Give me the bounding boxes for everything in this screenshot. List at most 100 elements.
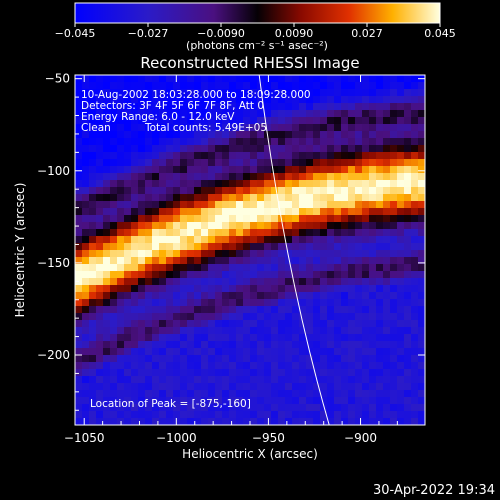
heatmap-cell (250, 376, 258, 384)
heatmap-cell (271, 292, 279, 300)
heatmap-cell (194, 131, 202, 139)
heatmap-cell (194, 89, 202, 97)
heatmap-cell (180, 180, 188, 188)
heatmap-cell (145, 320, 153, 328)
heatmap-cell (215, 327, 223, 335)
heatmap-cell (278, 103, 286, 111)
heatmap-cell (103, 152, 111, 160)
heatmap-cell (362, 355, 370, 363)
heatmap-cell (243, 236, 251, 244)
heatmap-cell (418, 271, 425, 279)
heatmap-cell (236, 348, 244, 356)
heatmap-cell (96, 355, 104, 363)
heatmap-cell (313, 110, 321, 118)
heatmap-cell (236, 138, 244, 146)
heatmap-cell (173, 313, 181, 321)
heatmap-cell (82, 299, 90, 307)
heatmap-cell (138, 194, 146, 202)
heatmap-cell (397, 159, 405, 167)
heatmap-cell (250, 369, 258, 377)
heatmap-cell (397, 96, 405, 104)
heatmap-cell (152, 96, 160, 104)
heatmap-cell (229, 369, 237, 377)
heatmap-cell (96, 117, 104, 125)
heatmap-cell (201, 348, 209, 356)
heatmap-cell (96, 404, 104, 412)
heatmap-cell (194, 355, 202, 363)
heatmap-cell (299, 201, 307, 209)
heatmap-cell (404, 208, 412, 216)
heatmap-cell (173, 138, 181, 146)
heatmap-cell (222, 236, 230, 244)
heatmap-cell (201, 271, 209, 279)
heatmap-cell (152, 320, 160, 328)
heatmap-cell (299, 89, 307, 97)
heatmap-cell (383, 215, 391, 223)
heatmap-cell (355, 334, 363, 342)
heatmap-cell (404, 369, 412, 377)
heatmap-cell (376, 313, 384, 321)
heatmap-cell (292, 348, 300, 356)
heatmap-cell (271, 222, 279, 230)
heatmap-cell (383, 138, 391, 146)
heatmap-cell (215, 187, 223, 195)
heatmap-cell (222, 152, 230, 160)
info-energy-range: Energy Range: 6.0 - 12.0 keV (81, 111, 235, 123)
heatmap-cell (404, 383, 412, 391)
heatmap-cell (313, 89, 321, 97)
heatmap-cell (306, 397, 314, 405)
heatmap-cell (390, 320, 398, 328)
heatmap-cell (117, 348, 125, 356)
heatmap-cell (89, 334, 97, 342)
heatmap-cell (271, 159, 279, 167)
heatmap-cell (117, 397, 125, 405)
heatmap-cell (166, 271, 174, 279)
heatmap-cell (418, 82, 425, 90)
heatmap-cell (131, 194, 139, 202)
heatmap-cell (236, 229, 244, 237)
heatmap-cell (201, 166, 209, 174)
heatmap-cell (299, 250, 307, 258)
heatmap-cell (194, 348, 202, 356)
heatmap-cell (208, 187, 216, 195)
heatmap-cell (383, 362, 391, 370)
heatmap-cell (376, 201, 384, 209)
heatmap-cell (334, 229, 342, 237)
heatmap-cell (208, 180, 216, 188)
heatmap-cell (89, 383, 97, 391)
heatmap-cell (404, 418, 412, 425)
heatmap-cell (264, 96, 272, 104)
colorbar-gradient (74, 2, 441, 24)
heatmap-cell (166, 222, 174, 230)
heatmap-cell (320, 383, 328, 391)
heatmap-cell (250, 264, 258, 272)
heatmap-cell (138, 271, 146, 279)
heatmap-cell (257, 236, 265, 244)
heatmap-cell (278, 411, 286, 419)
heatmap-cell (250, 348, 258, 356)
heatmap-cell (278, 222, 286, 230)
heatmap-cell (201, 250, 209, 258)
heatmap-cell (236, 285, 244, 293)
heatmap-cell (390, 390, 398, 398)
heatmap-cell (236, 89, 244, 97)
heatmap-cell (89, 411, 97, 419)
heatmap-cell (278, 180, 286, 188)
heatmap-cell (75, 292, 83, 300)
heatmap-cell (397, 341, 405, 349)
heatmap-cell (243, 166, 251, 174)
heatmap-cell (75, 138, 83, 146)
heatmap-cell (327, 131, 335, 139)
heatmap-cell (110, 166, 118, 174)
heatmap-cell (306, 390, 314, 398)
heatmap-cell (229, 278, 237, 286)
heatmap-cell (397, 397, 405, 405)
heatmap-cell (362, 124, 370, 132)
heatmap-cell (306, 264, 314, 272)
heatmap-cell (250, 390, 258, 398)
heatmap-cell (411, 334, 419, 342)
heatmap-cell (411, 362, 419, 370)
heatmap-cell (320, 250, 328, 258)
heatmap-cell (117, 110, 125, 118)
heatmap-cell (145, 145, 153, 153)
